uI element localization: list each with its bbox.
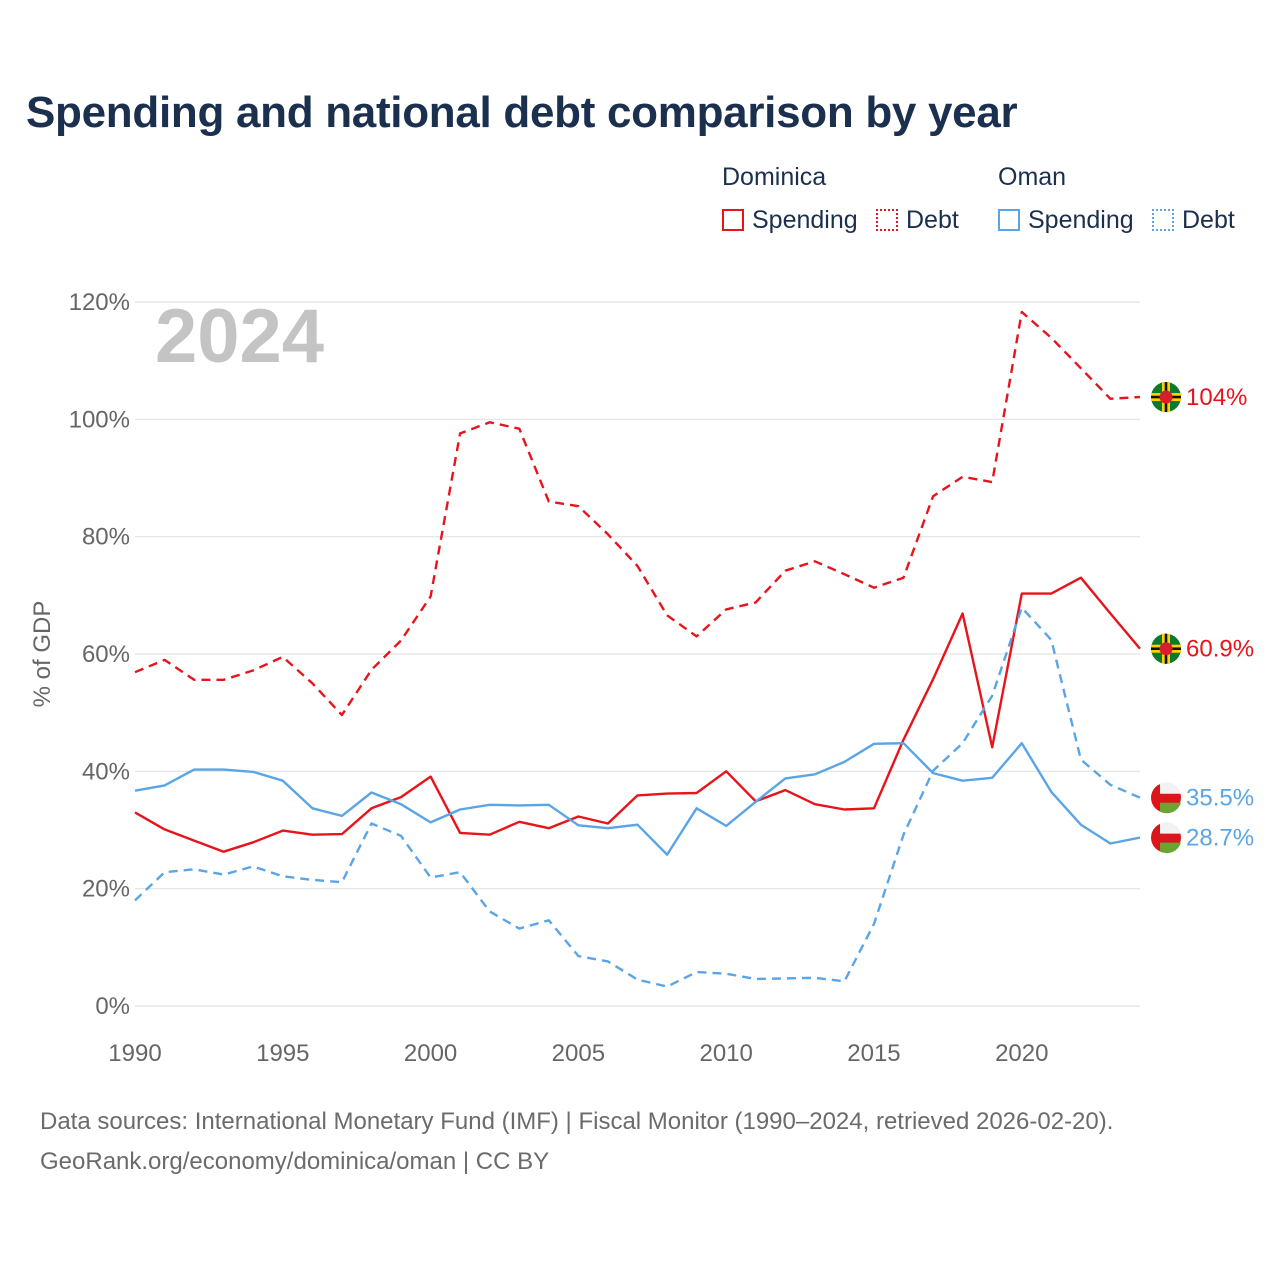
y-tick-label: 20% — [82, 876, 130, 903]
x-tick-label: 1990 — [108, 1040, 161, 1067]
y-tick-labels: 0% 20% 40% 60% 80% 100% 120% — [69, 289, 130, 1020]
series-line-oman-spending — [134, 742, 1141, 856]
legend-label: Debt — [906, 205, 959, 234]
x-tick-label: 2005 — [552, 1040, 605, 1067]
oman-flag-icon — [1151, 782, 1181, 814]
y-axis-label: % of GDP — [29, 601, 56, 708]
legend-swatch-solid-blue — [998, 209, 1020, 231]
x-tick-label: 2010 — [699, 1040, 752, 1067]
y-tick-label: 120% — [69, 289, 130, 316]
end-marker-dominica-debt: 104% — [1151, 382, 1247, 413]
footer-sources: Data sources: International Monetary Fun… — [40, 1108, 1114, 1135]
legend-swatch-dotted-blue — [1152, 209, 1174, 231]
footer-attribution: GeoRank.org/economy/dominica/oman | CC B… — [40, 1148, 550, 1175]
legend-item-oman-debt[interactable]: Debt — [1152, 204, 1235, 236]
legend-country-oman: Oman — [998, 163, 1067, 191]
x-tick-label: 2000 — [404, 1040, 457, 1067]
legend-label: Debt — [1182, 205, 1235, 234]
legend-swatch-solid-red — [722, 209, 744, 231]
series-lines — [134, 310, 1141, 988]
end-marker-oman-debt: 35.5% — [1151, 782, 1254, 814]
series-line-dominica-spending — [134, 576, 1141, 853]
x-tick-label: 2020 — [995, 1040, 1048, 1067]
oman-flag-icon — [1151, 822, 1181, 854]
end-marker-oman-spending: 28.7% — [1151, 822, 1254, 854]
series-end-markers: 104% 60.9% 35.5% 28.7% — [1151, 382, 1254, 854]
y-tick-label: 80% — [82, 524, 130, 551]
series-line-oman-debt — [134, 606, 1141, 988]
y-tick-label: 40% — [82, 758, 130, 785]
end-value-label: 60.9% — [1186, 636, 1254, 663]
legend-country-dominica: Dominica — [722, 163, 827, 191]
end-value-label: 104% — [1186, 384, 1247, 411]
series-line-dominica-debt — [134, 310, 1141, 717]
chart-title: Spending and national debt comparison by… — [26, 88, 1018, 137]
legend-item-dominica-spending[interactable]: Spending — [722, 204, 858, 236]
legend-label: Spending — [1028, 205, 1134, 234]
end-value-label: 28.7% — [1186, 825, 1254, 852]
gridlines — [135, 301, 1140, 1007]
dominica-flag-icon — [1151, 382, 1181, 413]
dominica-flag-icon — [1151, 633, 1181, 664]
x-tick-label: 2015 — [847, 1040, 900, 1067]
legend-label: Spending — [752, 205, 858, 234]
y-tick-label: 100% — [69, 406, 130, 433]
end-marker-dominica-spending: 60.9% — [1151, 633, 1254, 664]
legend-swatch-dotted-red — [876, 209, 898, 231]
legend-item-dominica-debt[interactable]: Debt — [876, 204, 959, 236]
end-value-label: 35.5% — [1186, 785, 1254, 812]
legend-item-oman-spending[interactable]: Spending — [998, 204, 1134, 236]
y-tick-label: 60% — [82, 641, 130, 668]
x-tick-labels: 1990 1995 2000 2005 2010 2015 2020 — [108, 1040, 1048, 1067]
x-tick-label: 1995 — [256, 1040, 309, 1067]
year-watermark: 2024 — [155, 294, 324, 379]
y-tick-label: 0% — [95, 993, 130, 1020]
